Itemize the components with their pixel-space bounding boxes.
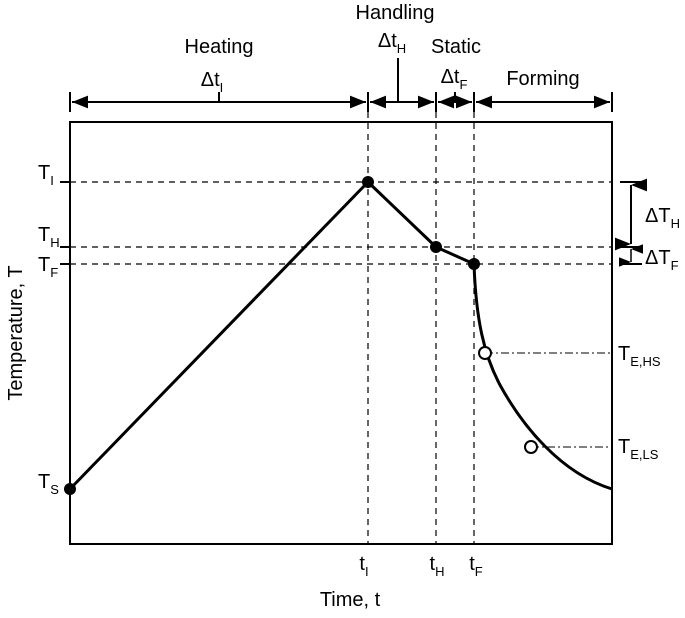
y-axis-label: Temperature, T bbox=[5, 265, 27, 400]
forming-label: Forming bbox=[506, 68, 579, 90]
heating-label: Heating bbox=[185, 36, 254, 58]
temperature-profile-line bbox=[68, 180, 613, 491]
peak-point bbox=[362, 176, 374, 188]
dash-dot-guides bbox=[485, 352, 610, 448]
t-h-label: TH bbox=[38, 224, 60, 250]
delta-t-h-label: ΔTH bbox=[645, 205, 680, 231]
t-i-label: TI bbox=[38, 162, 54, 188]
y-tick-stubs bbox=[60, 181, 70, 265]
handling-interval-label: ΔtH bbox=[378, 30, 406, 56]
handling-label: Handling bbox=[356, 2, 435, 24]
delta-t-brackets bbox=[615, 178, 647, 267]
start-point bbox=[64, 483, 76, 495]
t-e-ls-label: TE,LS bbox=[618, 436, 659, 462]
guide-lines bbox=[70, 112, 612, 544]
t-s-label: TS bbox=[38, 471, 59, 497]
handling-end-point bbox=[430, 241, 442, 253]
t-f-label: TF bbox=[38, 254, 58, 280]
time-f-label: tF bbox=[469, 553, 483, 579]
end-ls-point bbox=[524, 440, 538, 454]
static-interval-label: ΔtF bbox=[441, 66, 468, 92]
phase-timeline bbox=[69, 58, 613, 112]
time-i-label: tI bbox=[359, 553, 368, 579]
x-axis-label: Time, t bbox=[320, 589, 381, 611]
delta-t-f-label: ΔTF bbox=[645, 247, 679, 273]
forming-start-point bbox=[468, 258, 480, 270]
end-hs-point bbox=[478, 346, 492, 360]
time-h-label: tH bbox=[430, 553, 445, 579]
plot-frame bbox=[69, 121, 613, 545]
t-e-hs-label: TE,HS bbox=[618, 343, 661, 369]
heating-interval-label: ΔtI bbox=[201, 69, 224, 95]
static-label: Static bbox=[431, 36, 481, 58]
